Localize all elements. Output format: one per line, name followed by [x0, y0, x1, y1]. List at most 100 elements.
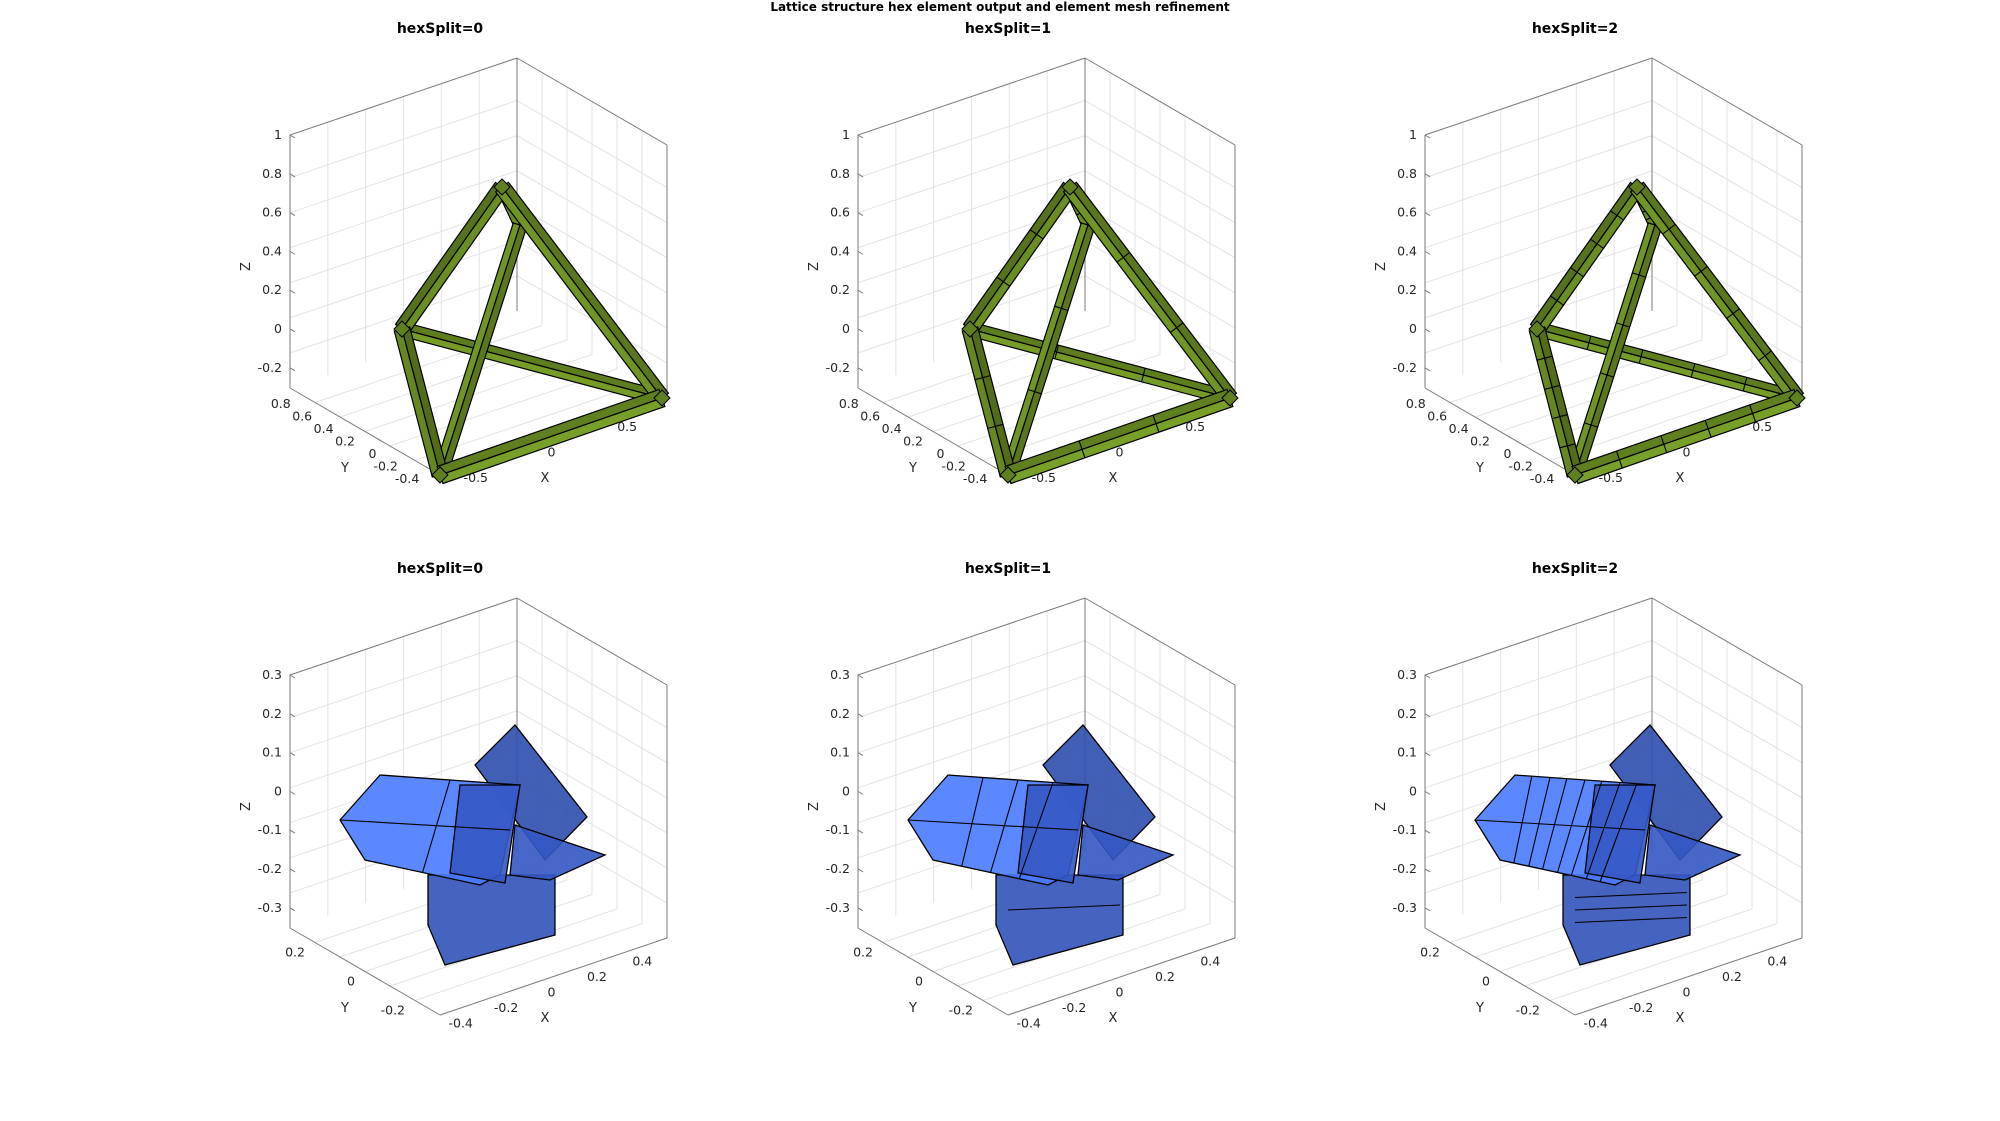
z-tick-label: 1: [274, 127, 282, 142]
element-edge: [1600, 372, 1614, 378]
z-tick-mark: [857, 212, 864, 217]
z-gridline: [1424, 640, 1803, 729]
y-tick-label: -0.4: [395, 471, 419, 486]
strut-bottom: [1004, 388, 1234, 485]
y-tick-label: 0.4: [314, 421, 334, 436]
z-tick-mark: [857, 868, 864, 873]
y-tick-label: -0.4: [1530, 471, 1554, 486]
z-tick-mark: [1424, 289, 1431, 294]
z-tick-mark: [1424, 829, 1431, 834]
z-tick-mark: [289, 134, 296, 139]
z-tick-mark: [857, 713, 864, 718]
subplot-title: hexSplit=0: [397, 21, 484, 37]
z-tick-label: 0.3: [262, 667, 282, 682]
element-edge: [1758, 350, 1772, 362]
element-edge: [1007, 904, 1121, 911]
z-tick-label: 0.1: [830, 745, 850, 760]
gridline: [1474, 339, 1703, 418]
y-tick-label: 0: [1503, 446, 1511, 461]
z-tick-label: -0.2: [1393, 861, 1417, 876]
z-tick-label: -0.2: [826, 360, 850, 375]
axis-edge: [1084, 597, 1236, 686]
element-edge: [339, 819, 511, 831]
subplot-title: hexSplit=0: [397, 561, 484, 577]
z-tick-label: -0.3: [826, 900, 850, 915]
element-edge: [1632, 272, 1646, 278]
x-tick-label: 0.5: [1752, 419, 1772, 434]
element-edge: [1513, 776, 1533, 864]
element-edge: [1141, 368, 1146, 382]
z-tick-mark: [857, 250, 864, 255]
element-edge: [1584, 422, 1598, 428]
subplot-title: hexSplit=1: [965, 21, 1051, 37]
z-tick-mark: [857, 173, 864, 178]
axis-edge: [1424, 597, 1653, 676]
axis-edge: [857, 387, 1009, 476]
z-tick-label: 0: [274, 783, 282, 798]
z-tick-label: 0.4: [1397, 243, 1417, 258]
element-edge: [1660, 435, 1668, 453]
y-tick-label: 0: [347, 974, 355, 989]
x-tick-label: 0.4: [1767, 954, 1787, 969]
node: [1628, 178, 1646, 196]
strut-left-bottom: [961, 326, 1017, 478]
x-tick-label: -0.2: [494, 1000, 518, 1015]
z-tick-label: -0.1: [826, 822, 850, 837]
strut-face: [961, 328, 1009, 478]
x-tick-label: 0.2: [1722, 969, 1742, 984]
x-axis-label: X: [541, 1011, 550, 1026]
z-axis-label: Z: [1374, 262, 1389, 271]
z-gridline: [857, 640, 1236, 729]
z-tick-label: -0.1: [258, 822, 282, 837]
z-gridline: [857, 100, 1236, 189]
element-edge: [1574, 892, 1688, 898]
x-tick-label: -0.2: [1062, 1000, 1086, 1015]
element-edge: [1551, 414, 1568, 420]
z-gridline: [289, 240, 668, 329]
y-axis-label: Y: [340, 1001, 349, 1016]
element-edge: [1054, 305, 1069, 311]
y-tick-label: -0.2: [373, 458, 397, 473]
y-tick-label: 0.4: [882, 421, 902, 436]
element-edge: [1586, 335, 1592, 350]
z-tick-mark: [1424, 790, 1431, 795]
z-tick-mark: [1424, 907, 1431, 912]
z-gridline: [857, 240, 1236, 329]
z-tick-mark: [289, 713, 296, 718]
z-tick-label: 0.8: [1397, 166, 1417, 181]
z-tick-label: -0.2: [826, 861, 850, 876]
z-tick-label: -0.3: [258, 900, 282, 915]
lower-arm: [427, 874, 556, 966]
element-edge: [1018, 782, 1054, 879]
x-tick-label: 0.5: [1185, 419, 1205, 434]
z-tick-mark: [1424, 328, 1431, 333]
y-axis-label: Y: [1475, 461, 1484, 476]
element-edge: [1570, 781, 1603, 876]
axis-edge: [289, 387, 441, 476]
z-tick-mark: [857, 328, 864, 333]
z-tick-label: 0.4: [262, 243, 282, 258]
gridline: [414, 923, 643, 1001]
axes-box: [1424, 597, 1803, 1016]
element-edge: [1570, 267, 1584, 278]
y-tick-label: 0.2: [1420, 945, 1440, 960]
element-edge: [1694, 266, 1708, 277]
y-tick-label: 0.6: [1427, 409, 1447, 424]
x-tick-label: -0.4: [449, 1015, 473, 1030]
z-tick-label: 0.2: [830, 282, 850, 297]
z-tick-label: 0.6: [262, 205, 282, 220]
axis-edge: [289, 597, 518, 676]
y-axis-label: Y: [908, 1001, 917, 1016]
node: [1528, 320, 1546, 338]
node: [493, 178, 511, 196]
z-tick-label: 0: [1409, 783, 1417, 798]
y-tick-label: 0.8: [271, 396, 291, 411]
y-tick-label: 0: [1482, 974, 1490, 989]
y-tick-label: 0.6: [860, 409, 880, 424]
z-tick-mark: [1424, 250, 1431, 255]
right-arm: [1077, 824, 1175, 881]
axis-edge: [1424, 387, 1576, 476]
y-axis-label: Y: [908, 461, 917, 476]
x-tick-label: -0.2: [1629, 1000, 1653, 1015]
element-edge: [1610, 210, 1624, 221]
